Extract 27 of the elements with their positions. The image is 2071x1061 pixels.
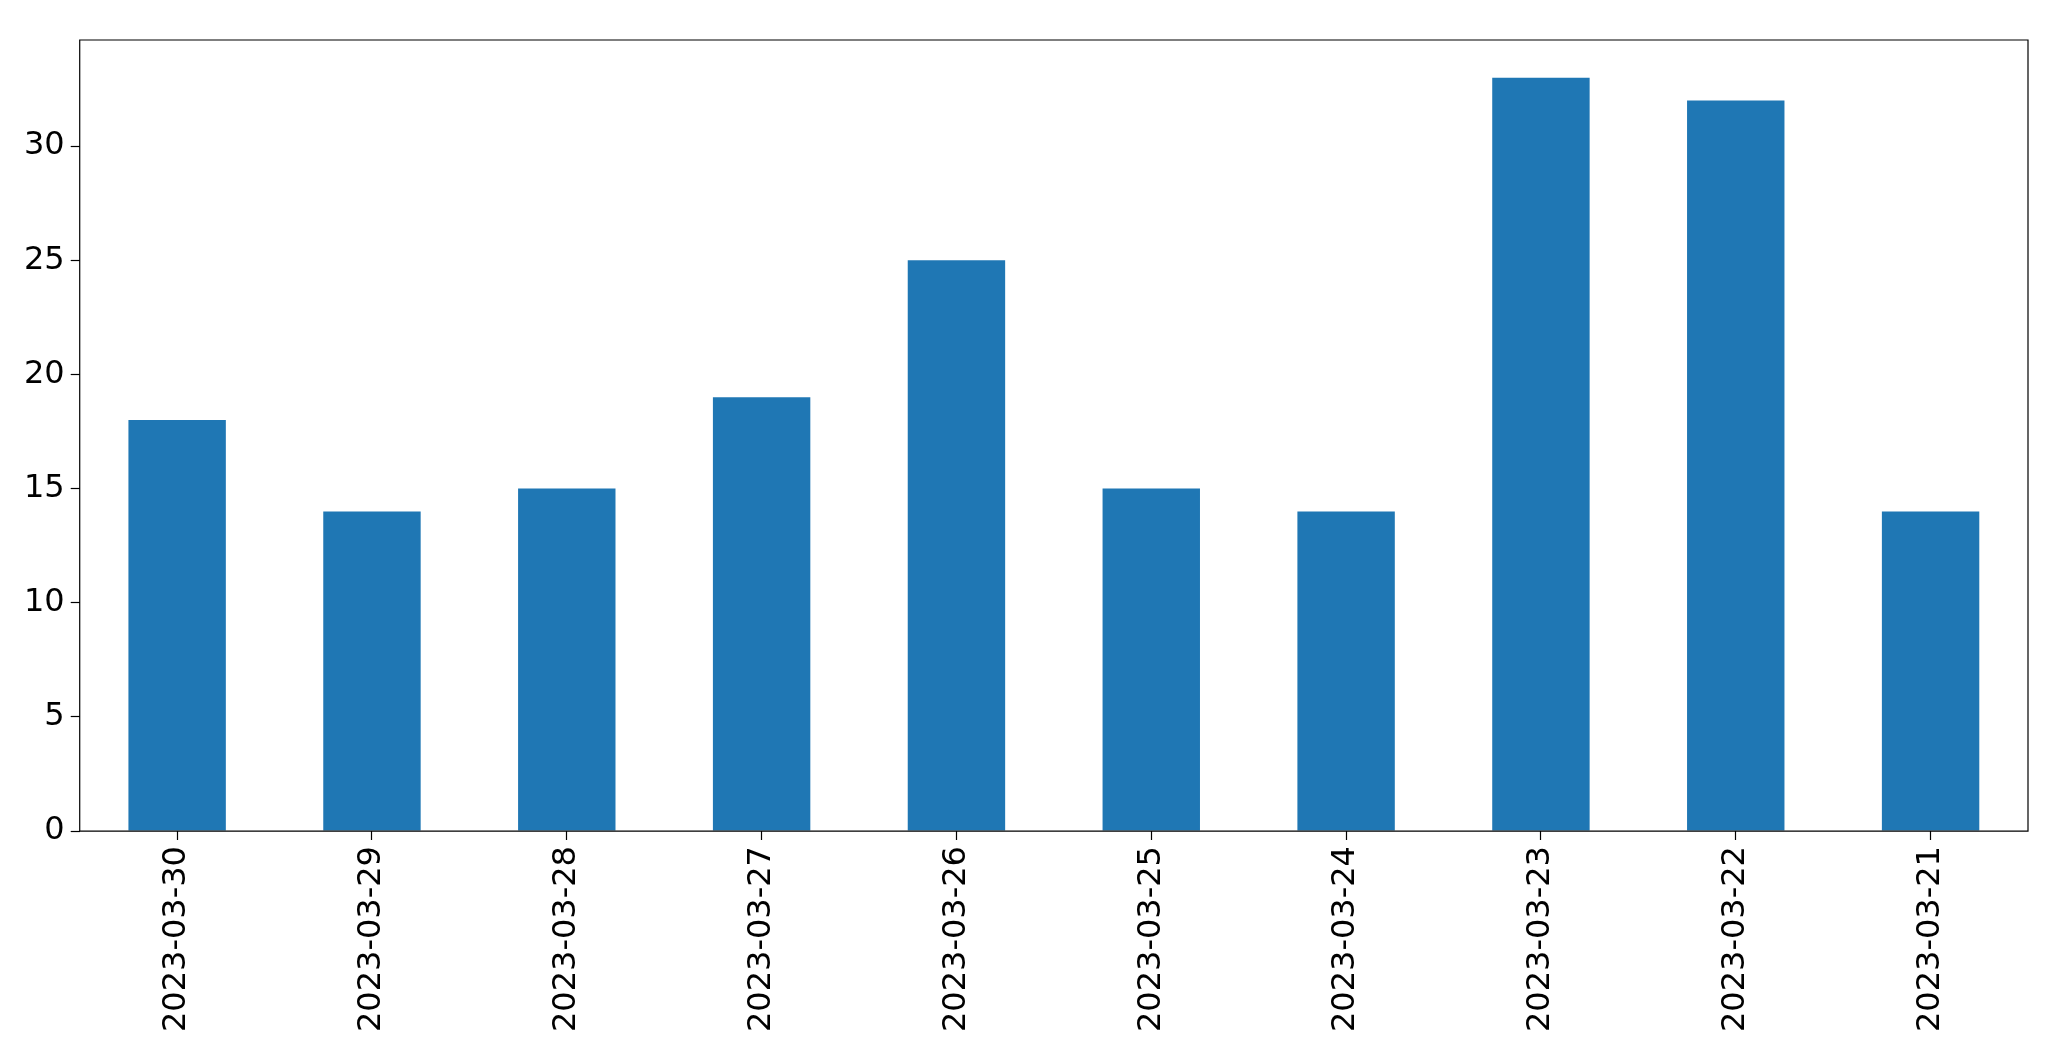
bar — [1881, 511, 1980, 831]
x-tick-label: 2023-03-24 — [1324, 846, 1363, 1032]
x-tick-label: 2023-03-28 — [545, 846, 584, 1032]
y-tick-label: 25 — [24, 238, 65, 277]
bar — [1492, 77, 1590, 831]
bar — [128, 420, 226, 831]
y-tick-label: 30 — [24, 124, 65, 163]
x-tick-label: 2023-03-30 — [155, 846, 194, 1032]
bar — [907, 260, 1006, 831]
y-tick-label: 10 — [24, 581, 65, 620]
bar — [323, 511, 421, 831]
y-tick-label: 0 — [44, 809, 65, 848]
x-tick-label: 2023-03-27 — [739, 846, 778, 1032]
bar — [1687, 100, 1785, 831]
x-tick-label: 2023-03-21 — [1908, 846, 1947, 1032]
x-tick-label: 2023-03-29 — [350, 846, 389, 1032]
bar — [518, 488, 616, 831]
x-tick-label: 2023-03-25 — [1129, 846, 1168, 1032]
y-tick-label: 5 — [44, 695, 65, 734]
y-tick-label: 20 — [24, 352, 65, 391]
x-tick-label: 2023-03-22 — [1714, 846, 1753, 1032]
y-tick-label: 15 — [24, 466, 65, 505]
bar — [1102, 488, 1200, 831]
bar — [712, 397, 811, 831]
x-tick-label: 2023-03-23 — [1519, 846, 1558, 1032]
bar — [1297, 511, 1395, 831]
x-tick-label: 2023-03-26 — [934, 846, 973, 1032]
